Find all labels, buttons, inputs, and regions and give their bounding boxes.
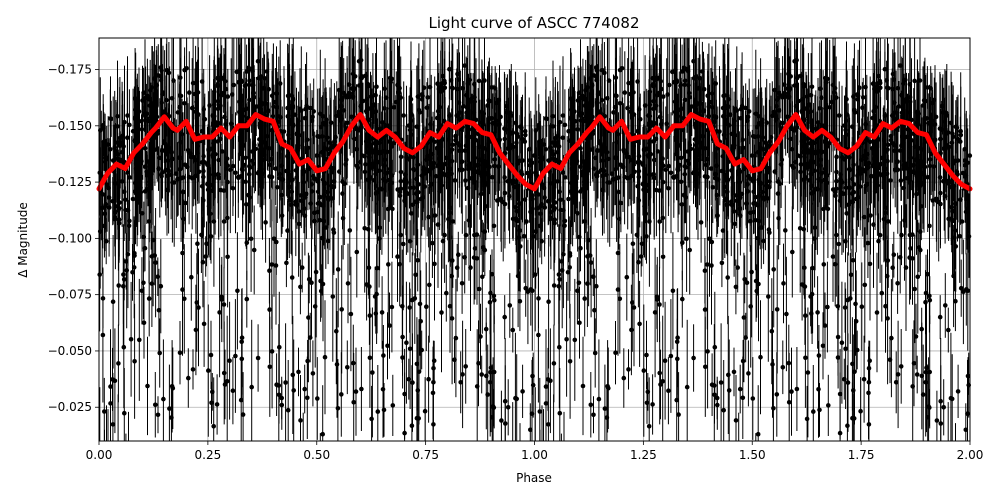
x-tick-label: 1.50 [739, 448, 766, 462]
plot-area [96, 37, 973, 442]
y-tick-label: −0.100 [48, 231, 92, 245]
x-tick-label: 0.50 [303, 448, 330, 462]
x-axis-ticks: 0.00 0.25 0.50 0.75 1.00 1.25 1.50 1.75 2.00 [86, 441, 984, 462]
chart-title: Light curve of ASCC 774082 [429, 14, 640, 32]
y-tick-label: −0.075 [48, 288, 92, 302]
x-axis-label: Phase [516, 471, 552, 485]
x-tick-label: 1.25 [630, 448, 657, 462]
x-tick-label: 0.25 [195, 448, 222, 462]
y-tick-label: −0.050 [48, 344, 92, 358]
x-tick-label: 0.75 [412, 448, 439, 462]
y-axis-label: Δ Magnitude [16, 202, 30, 278]
model-curve [96, 112, 973, 192]
x-tick-label: 1.75 [848, 448, 875, 462]
y-tick-label: −0.175 [48, 63, 92, 77]
y-tick-label: −0.025 [48, 400, 92, 414]
x-tick-label: 1.00 [521, 448, 548, 462]
y-axis-ticks: −0.175 −0.150 −0.125 −0.100 −0.075 −0.050 −0.0… [48, 63, 99, 414]
y-tick-label: −0.150 [48, 119, 92, 133]
x-tick-label: 2.00 [957, 448, 984, 462]
y-tick-label: −0.125 [48, 175, 92, 189]
x-tick-label: 0.00 [86, 448, 113, 462]
